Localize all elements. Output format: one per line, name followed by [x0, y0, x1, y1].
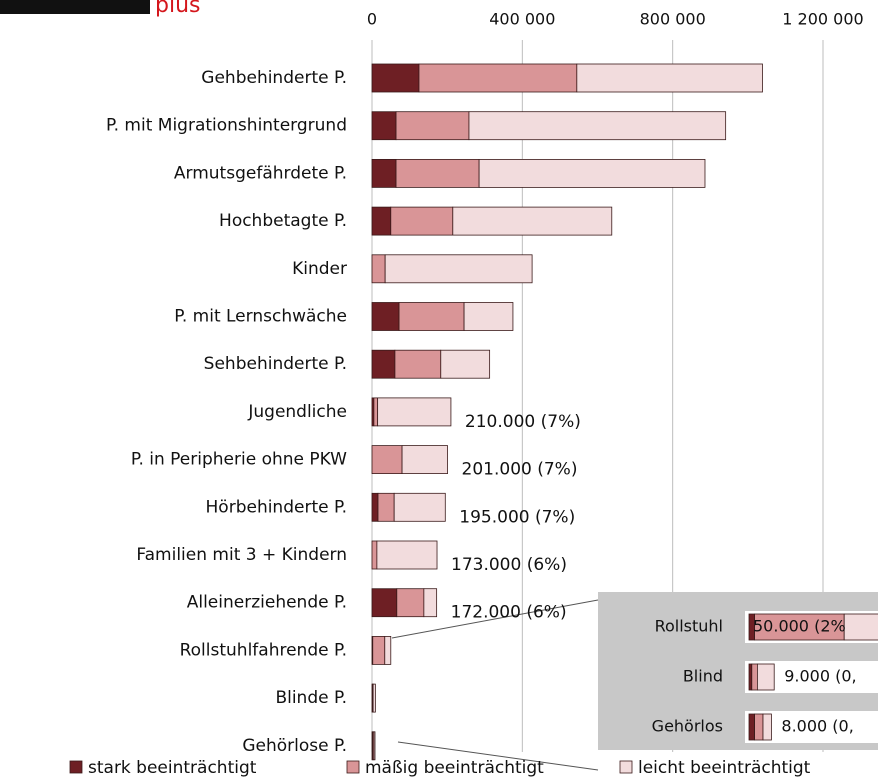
bar-segment [371, 206, 392, 236]
category-label: Rollstuhlfahrende P. [180, 640, 347, 660]
total-label: 210.000 (7%) [465, 412, 581, 432]
bar-segment [371, 540, 378, 570]
x-tick-label: 1 200 000 [782, 10, 863, 29]
inset-bar-segment [754, 613, 845, 641]
inset-label: 9.000 (0, [784, 667, 856, 686]
bar-segment [390, 206, 454, 236]
inset-category: Rollstuhl [655, 617, 723, 636]
inset-category: Gehörlos [652, 717, 723, 736]
inset-bar-segment [757, 663, 775, 691]
legend-label: leicht beeinträchtigt [638, 758, 811, 777]
bar-segment [371, 111, 397, 141]
inset-label: 8.000 (0, [781, 717, 853, 736]
bar-segment [373, 731, 376, 761]
x-tick-label: 800 000 [640, 10, 706, 29]
inset-connector [391, 599, 599, 639]
bar-segment [371, 445, 403, 475]
category-label: Gehbehinderte P. [201, 68, 347, 88]
bar-segment [396, 588, 425, 618]
legend-swatch [69, 760, 83, 774]
bar-segment [452, 206, 613, 236]
bar-segment [395, 158, 480, 188]
category-label: Blinde P. [275, 688, 347, 708]
bar-segment [401, 445, 448, 475]
category-label: P. in Peripherie ohne PKW [131, 450, 347, 470]
bar-segment [418, 63, 578, 93]
inset-bar-segment [754, 713, 764, 741]
bar-segment [478, 158, 706, 188]
bar-segment [377, 492, 395, 522]
inset-bar-segment [751, 663, 758, 691]
bar-segment [440, 349, 491, 379]
bar-segment [384, 636, 392, 665]
bar-segment [373, 397, 379, 427]
total-label: 173.000 (6%) [451, 555, 567, 575]
legend-label: mäßig beeinträchtigt [365, 758, 544, 777]
inset-label: 50.000 (2% [753, 617, 846, 636]
bar-segment [371, 588, 398, 618]
bar-segment [371, 349, 396, 379]
logo: plus [155, 0, 200, 18]
bar-segment [576, 63, 763, 93]
bar-segment [372, 636, 386, 665]
inset-bar-segment [843, 613, 878, 641]
x-tick-label: 0 [367, 10, 377, 29]
inset-bar-segment [748, 713, 755, 741]
inset-bar-segment [762, 713, 772, 741]
logo-block [0, 0, 150, 14]
legend-swatch [619, 760, 633, 774]
bar-segment [395, 111, 470, 141]
bar-segment [384, 254, 533, 284]
x-tick-label: 400 000 [489, 10, 555, 29]
category-label: Sehbehinderte P. [204, 354, 347, 374]
bar-segment [463, 302, 514, 331]
bar-segment [423, 588, 438, 618]
inset-connector [397, 741, 599, 771]
legend-swatch [346, 760, 360, 774]
category-label: P. mit Migrationshintergrund [106, 116, 347, 136]
bar-segment [377, 397, 452, 427]
bar-segment [394, 349, 442, 379]
inset-category: Blind [683, 667, 723, 686]
bar-segment [393, 492, 446, 522]
category-label: Kinder [292, 259, 347, 279]
bar-segment [371, 158, 397, 188]
inset-bar-segment [748, 663, 753, 691]
category-label: Gehörlose P. [242, 736, 347, 756]
bar-segment [468, 111, 727, 141]
total-label: 195.000 (7%) [459, 507, 575, 527]
category-label: Hochbetagte P. [219, 211, 347, 231]
legend-label: stark beeinträchtigt [88, 758, 257, 777]
bar-segment [371, 63, 420, 93]
total-label: 172.000 (6%) [451, 603, 567, 623]
bar-segment [398, 302, 465, 331]
category-label: Hörbehinderte P. [206, 497, 347, 517]
category-label: Jugendliche [247, 402, 347, 422]
category-label: Familien mit 3 + Kindern [136, 545, 347, 565]
bar-segment [371, 302, 400, 331]
bar-segment [372, 683, 376, 713]
category-label: P. mit Lernschwäche [174, 307, 347, 327]
total-label: 201.000 (7%) [462, 460, 578, 480]
category-label: Alleinerziehende P. [187, 593, 347, 613]
category-label: Armutsgefährdete P. [174, 163, 347, 183]
bar-segment [376, 540, 438, 570]
bar-segment [371, 254, 386, 284]
bar-segment [371, 492, 379, 522]
